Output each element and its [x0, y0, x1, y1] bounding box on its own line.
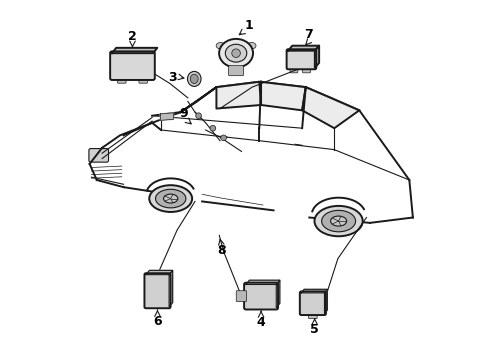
Text: 9: 9: [179, 107, 188, 120]
FancyBboxPatch shape: [244, 283, 278, 310]
Ellipse shape: [232, 65, 241, 71]
Polygon shape: [324, 289, 327, 314]
Circle shape: [220, 135, 226, 141]
Ellipse shape: [331, 216, 346, 226]
Polygon shape: [261, 82, 306, 111]
FancyBboxPatch shape: [290, 67, 298, 73]
Text: 6: 6: [153, 315, 162, 328]
Polygon shape: [302, 87, 359, 128]
FancyBboxPatch shape: [110, 51, 155, 80]
FancyBboxPatch shape: [300, 292, 326, 315]
Ellipse shape: [149, 185, 192, 212]
Ellipse shape: [225, 44, 247, 62]
Text: 3: 3: [168, 71, 176, 84]
Ellipse shape: [247, 42, 256, 49]
Text: 7: 7: [304, 28, 313, 41]
FancyBboxPatch shape: [236, 291, 246, 301]
Polygon shape: [315, 46, 319, 68]
Polygon shape: [112, 48, 157, 53]
Ellipse shape: [164, 194, 178, 203]
Circle shape: [232, 49, 241, 58]
Circle shape: [210, 125, 216, 131]
Polygon shape: [160, 113, 173, 120]
FancyBboxPatch shape: [145, 273, 171, 308]
Polygon shape: [169, 270, 172, 307]
FancyBboxPatch shape: [89, 149, 109, 162]
FancyBboxPatch shape: [309, 313, 317, 319]
Polygon shape: [246, 280, 280, 284]
Text: 1: 1: [245, 19, 254, 32]
FancyBboxPatch shape: [287, 49, 316, 69]
FancyBboxPatch shape: [228, 66, 244, 76]
Ellipse shape: [216, 42, 225, 49]
Circle shape: [196, 113, 201, 118]
Polygon shape: [217, 82, 261, 109]
FancyBboxPatch shape: [118, 77, 126, 83]
FancyBboxPatch shape: [302, 67, 310, 73]
Ellipse shape: [321, 210, 356, 232]
Text: 2: 2: [128, 30, 137, 43]
Ellipse shape: [315, 206, 363, 236]
Polygon shape: [146, 270, 172, 275]
FancyBboxPatch shape: [139, 77, 147, 83]
Text: 8: 8: [217, 244, 225, 257]
Ellipse shape: [190, 74, 198, 84]
Text: 4: 4: [257, 316, 266, 329]
Polygon shape: [301, 289, 327, 293]
Ellipse shape: [188, 71, 201, 86]
Ellipse shape: [155, 189, 186, 208]
Polygon shape: [288, 46, 319, 51]
Polygon shape: [276, 280, 280, 308]
Text: 5: 5: [310, 323, 319, 336]
Ellipse shape: [219, 39, 253, 67]
Polygon shape: [181, 87, 217, 112]
